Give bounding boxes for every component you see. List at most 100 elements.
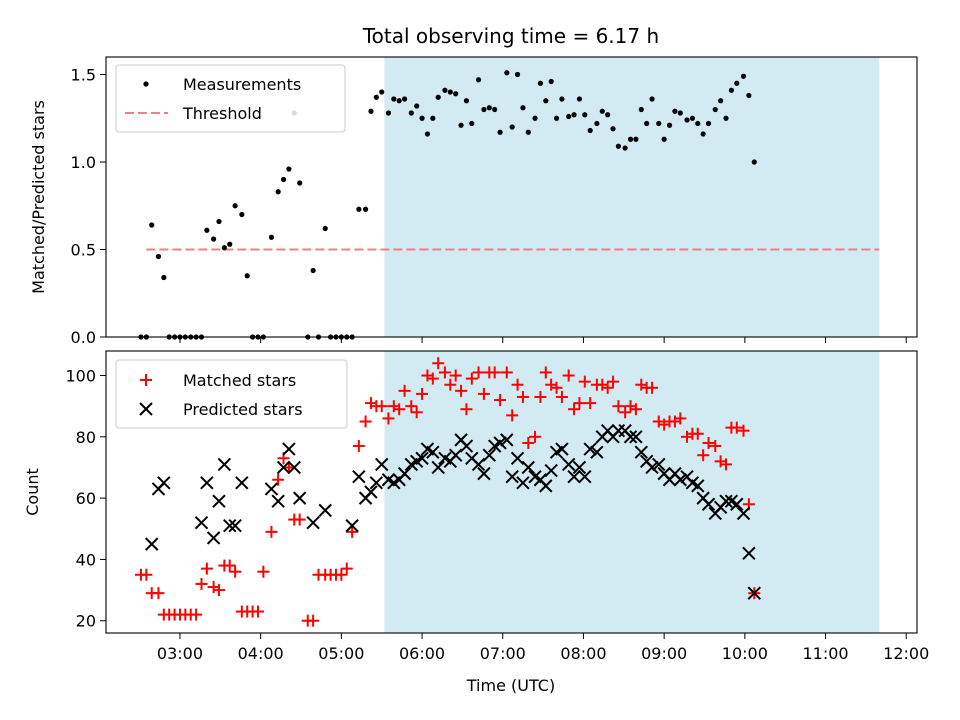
matched-point-36: [340, 562, 353, 575]
measurement-point-51: [430, 115, 436, 121]
matched-point-12: [200, 562, 213, 575]
measurement-point-60: [481, 106, 487, 113]
measurement-point-92: [661, 136, 667, 142]
measurement-point-23: [268, 234, 275, 240]
matched-point-98: [691, 427, 704, 440]
measurement-point-26: [286, 166, 292, 172]
measurement-point-104: [728, 87, 734, 93]
matched-point-22: [257, 565, 270, 578]
measurement-point-103: [723, 115, 729, 121]
measurement-point-48: [414, 103, 420, 109]
matched-point-101: [709, 440, 722, 453]
measurement-point-28: [297, 180, 303, 186]
measurement-point-72: [548, 78, 554, 85]
top-axes-frame: [105, 56, 918, 338]
predicted-point-58: [567, 469, 581, 484]
predicted-point-20: [352, 469, 366, 484]
top-y-tick-label-1: 0.5: [71, 241, 96, 260]
measurement-point-70: [537, 80, 544, 86]
predicted-point-28: [397, 466, 412, 481]
bottom-y-tick-label-2: 60: [76, 489, 96, 508]
predicted-point-7: [217, 457, 232, 472]
bottom-x-ticks: 03:00 04:00 05:00 06:00 07:00 08:00 09:00 10:00…: [157, 633, 929, 663]
matched-point-75: [562, 369, 575, 382]
x-axis-label: Time (UTC): [466, 676, 555, 695]
measurement-point-87: [633, 136, 639, 142]
matched-point-59: [472, 366, 485, 379]
predicted-point-80: [691, 479, 705, 493]
matched-point-106: [737, 424, 750, 437]
matched-point-68: [522, 436, 535, 449]
bottom-legend-box: [115, 359, 348, 429]
bottom-axes-frame: [105, 350, 918, 634]
predicted-point-87: [730, 497, 744, 511]
x-tick-label-6: 09:00: [641, 644, 687, 663]
predicted-point-45: [493, 436, 507, 450]
predicted-point-18: [318, 503, 332, 518]
matched-point-46: [398, 384, 411, 397]
predicted-point-50: [521, 460, 536, 475]
legend-matched-marker: [140, 374, 152, 386]
measurement-point-40: [368, 108, 374, 114]
measurement-point-38: [356, 206, 362, 212]
predicted-point-11: [264, 482, 279, 496]
measurement-point-78: [582, 112, 588, 118]
measurement-point-19: [244, 273, 250, 279]
bottom-panel: 20 40 60 80 100 03:00 04:00 05:00 06:00 07:00 08:…: [23, 350, 929, 695]
measurement-point-17: [232, 203, 238, 209]
measurement-point-97: [689, 115, 695, 121]
measurement-point-84: [615, 143, 622, 149]
matched-point-100: [702, 436, 715, 449]
predicted-point-12: [271, 494, 285, 508]
predicted-point-22: [364, 485, 378, 499]
measurement-point-99: [700, 131, 706, 137]
measurement-point-63: [497, 129, 503, 135]
predicted-point-24: [375, 457, 389, 472]
predicted-point-57: [561, 457, 576, 472]
x-tick-label-0: 03:00: [157, 644, 203, 663]
matched-point-105: [730, 421, 743, 434]
matched-point-47: [405, 400, 418, 413]
predicted-point-70: [634, 445, 648, 459]
matched-point-71: [539, 366, 552, 379]
measurement-point-77: [576, 96, 583, 102]
measurement-point-105: [734, 80, 740, 86]
matched-point-43: [382, 412, 395, 425]
measurement-point-100: [705, 120, 712, 127]
predicted-point-90: [747, 586, 761, 600]
matched-point-99: [697, 449, 710, 462]
predicted-point-53: [539, 479, 553, 493]
measurement-point-93: [666, 122, 673, 128]
measurement-point-68: [525, 129, 531, 135]
measurement-point-45: [396, 98, 402, 104]
matched-point-57: [460, 403, 473, 416]
matched-point-51: [426, 372, 439, 385]
predicted-point-68: [623, 430, 638, 444]
matched-point-30: [307, 614, 320, 627]
measurement-point-42: [379, 89, 385, 95]
measurement-point-85: [622, 145, 628, 151]
measurement-point-64: [504, 70, 510, 76]
matched-point-95: [674, 412, 687, 425]
bottom-y-tick-label-1: 40: [76, 550, 96, 569]
x-tick-label-1: 04:00: [238, 644, 284, 663]
top-panel: 0.0 0.5 1.0 1.5 Total observing time = 6.17…: [29, 24, 918, 347]
measurement-point-16: [227, 241, 233, 247]
measurement-point-3: [155, 253, 162, 260]
matched-point-35: [335, 568, 348, 581]
bottom-y-tick-label-4: 100: [65, 367, 96, 386]
predicted-point-10: [235, 476, 249, 490]
predicted-point-3: [194, 515, 209, 530]
measurement-point-75: [566, 113, 572, 120]
predicted-point-46: [500, 433, 514, 447]
measurement-point-49: [419, 115, 425, 121]
predicted-point-48: [510, 451, 525, 465]
measurement-point-102: [718, 98, 724, 104]
bottom-y-tick-label-0: 20: [76, 612, 96, 631]
measurement-point-46: [401, 96, 408, 102]
measurement-point-14: [216, 218, 222, 225]
predicted-point-33: [426, 445, 440, 459]
measurement-point-50: [424, 131, 431, 137]
measurement-point-54: [447, 89, 453, 95]
